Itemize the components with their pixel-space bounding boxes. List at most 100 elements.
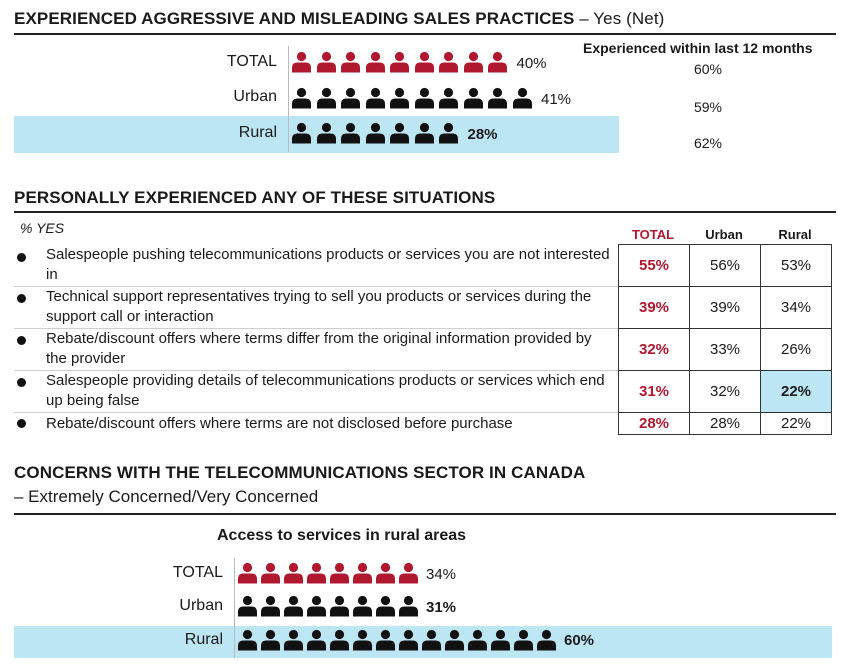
person-icon [444,629,465,651]
cell-rural-2: 34% [760,286,832,329]
cell-urban-1: 56% [689,244,761,287]
person-icon [513,629,534,651]
s1-icons-total [291,51,512,73]
section2-title: PERSONALLY EXPERIENCED ANY OF THESE SITU… [14,188,496,207]
chart3-title: Access to services in rural areas [217,527,467,544]
person-icon [438,51,459,73]
person-icon [316,51,337,73]
row-divider [14,370,618,371]
cell-rural-3: 26% [760,328,832,371]
section1-rural-highlight [14,116,619,153]
cell-urban-4: 32% [689,370,761,413]
person-icon [306,629,327,651]
cell-total-4: 31% [618,370,690,413]
person-icon [352,595,373,617]
cell-urban-5: 28% [689,412,761,435]
person-icon [463,87,484,109]
col-header-total: TOTAL [631,227,675,242]
section1-rule [14,33,836,35]
side-header: Experienced within last 12 months [583,40,813,56]
s1-label-total: TOTAL [226,53,277,70]
section3-rural-highlight [14,626,832,658]
person-icon [490,629,511,651]
section3-axis [234,558,235,658]
person-icon [237,629,258,651]
person-icon [291,87,312,109]
person-icon [375,562,396,584]
person-icon [291,122,312,144]
s1-value-urban: 41% [541,91,572,108]
section3-subtitle: – Extremely Concerned/Very Concerned [14,487,319,506]
cell-urban-3: 33% [689,328,761,371]
person-icon [467,629,488,651]
person-icon [365,87,386,109]
person-icon [365,51,386,73]
person-icon [260,562,281,584]
side-value-rural: 62% [693,135,723,151]
person-icon [340,51,361,73]
row-divider [14,286,618,287]
person-icon [260,595,281,617]
s1-value-rural: 28% [467,126,498,143]
row-divider [14,412,618,413]
table-row: 28% 28% 22% [618,412,832,435]
person-icon [414,87,435,109]
s3-value-urban: 31% [426,599,457,616]
s1-label-rural: Rural [238,124,277,141]
person-icon [375,629,396,651]
person-icon [352,629,373,651]
bullet [17,253,26,262]
s3-icons-urban [237,595,421,617]
person-icon [237,562,258,584]
person-icon [438,87,459,109]
s3-icons-total [237,562,421,584]
person-icon [389,122,410,144]
person-icon [414,122,435,144]
bullet [17,378,26,387]
person-icon [306,562,327,584]
person-icon [329,595,350,617]
row-text-1: Salespeople pushing telecommunications p… [46,246,610,283]
s1-value-total: 40% [516,55,547,72]
table-row: 31% 32% 22% [618,370,832,413]
cell-total-1: 55% [618,244,690,287]
person-icon [237,595,258,617]
person-icon [365,122,386,144]
row-text-2: Technical support representatives trying… [46,288,592,325]
table-row: 32% 33% 26% [618,328,832,371]
results-table: 55% 56% 53% 39% 39% 34% 32% 33% 26% 31% … [618,244,832,435]
row-divider [14,328,618,329]
table-row: 39% 39% 34% [618,286,832,329]
cell-rural-5: 22% [760,412,832,435]
person-icon [329,562,350,584]
cell-rural-4-highlight: 22% [760,370,832,413]
s3-value-rural: 60% [564,632,595,649]
person-icon [316,87,337,109]
person-icon [398,595,419,617]
person-icon [283,629,304,651]
cell-urban-2: 39% [689,286,761,329]
cell-total-2: 39% [618,286,690,329]
row-text-5: Rebate/discount offers where terms are n… [46,415,513,432]
row-text-4: Salespeople providing details of telecom… [46,372,605,409]
section2-rule [14,211,836,213]
person-icon [291,51,312,73]
side-value-total: 60% [693,61,723,77]
col-header-rural: Rural [778,227,812,242]
person-icon [316,122,337,144]
table-row: 55% 56% 53% [618,244,832,287]
person-icon [421,629,442,651]
person-icon [283,595,304,617]
cell-total-3: 32% [618,328,690,371]
person-icon [414,51,435,73]
person-icon [340,87,361,109]
person-icon [389,51,410,73]
bullet [17,294,26,303]
section3-rule [14,513,836,515]
cell-rural-1: 53% [760,244,832,287]
person-icon [283,562,304,584]
person-icon [487,87,508,109]
person-icon [352,562,373,584]
col-header-urban: Urban [705,227,743,242]
person-icon [340,122,361,144]
